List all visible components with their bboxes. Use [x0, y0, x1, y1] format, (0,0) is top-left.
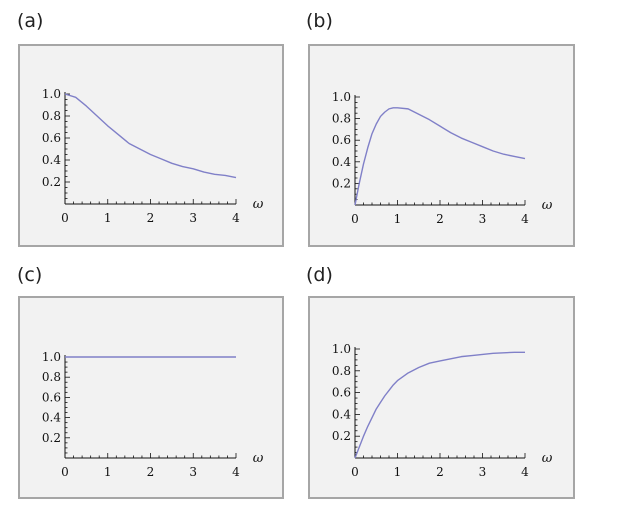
y-tick-label: 0.8	[332, 364, 351, 378]
y-tick-label: 0.2	[42, 431, 61, 445]
y-tick-label: 0.4	[332, 155, 351, 169]
y-tick-label: 0.2	[332, 176, 351, 190]
x-tick-label: 0	[351, 212, 359, 226]
x-tick-label: 1	[104, 465, 112, 479]
x-tick-label: 4	[521, 212, 529, 226]
x-tick-label: 0	[61, 465, 69, 479]
y-tick-label: 0.8	[332, 112, 351, 126]
y-tick-label: 0.4	[332, 407, 351, 421]
panel-label-d: (d)	[306, 264, 333, 286]
panel-label-c: (c)	[17, 264, 43, 286]
chart-panel-d	[308, 296, 575, 499]
y-tick-label: 0.6	[332, 386, 351, 400]
x-tick-label: 0	[61, 211, 69, 225]
y-tick-label: 0.8	[42, 370, 61, 384]
x-tick-label: 3	[479, 212, 487, 226]
x-tick-label: 3	[189, 211, 197, 225]
x-tick-label: 3	[189, 465, 197, 479]
y-tick-label: 0.4	[42, 153, 61, 167]
y-tick-label: 0.8	[42, 109, 61, 123]
x-axis-label: ω	[253, 197, 264, 212]
x-tick-label: 1	[104, 211, 112, 225]
x-axis-label: ω	[542, 198, 553, 213]
x-tick-label: 2	[436, 465, 444, 479]
y-tick-label: 1.0	[332, 90, 351, 104]
x-tick-label: 3	[479, 465, 487, 479]
y-tick-label: 0.2	[332, 429, 351, 443]
x-tick-label: 2	[147, 211, 155, 225]
y-tick-label: 1.0	[42, 87, 61, 101]
x-tick-label: 4	[521, 465, 529, 479]
x-tick-label: 4	[232, 211, 240, 225]
y-tick-label: 1.0	[332, 342, 351, 356]
chart-panel-b	[308, 44, 575, 247]
series-line	[64, 93, 237, 179]
x-axis-label: ω	[253, 451, 264, 466]
x-axis-label: ω	[542, 451, 553, 466]
panel-label-a: (a)	[17, 10, 44, 32]
panel-label-b: (b)	[306, 10, 333, 32]
y-tick-label: 0.6	[42, 390, 61, 404]
x-tick-label: 2	[147, 465, 155, 479]
y-tick-label: 1.0	[42, 350, 61, 364]
y-tick-label: 0.6	[42, 131, 61, 145]
x-tick-label: 2	[436, 212, 444, 226]
y-tick-label: 0.4	[42, 411, 61, 425]
y-tick-label: 0.6	[332, 133, 351, 147]
chart-panel-c	[18, 296, 284, 499]
chart-panel-a	[18, 44, 284, 247]
series-line	[354, 351, 525, 459]
x-tick-label: 0	[351, 465, 359, 479]
series-line	[354, 107, 526, 206]
x-tick-label: 1	[394, 212, 402, 226]
x-tick-label: 1	[394, 465, 402, 479]
y-tick-label: 0.2	[42, 175, 61, 189]
x-tick-label: 4	[232, 465, 240, 479]
